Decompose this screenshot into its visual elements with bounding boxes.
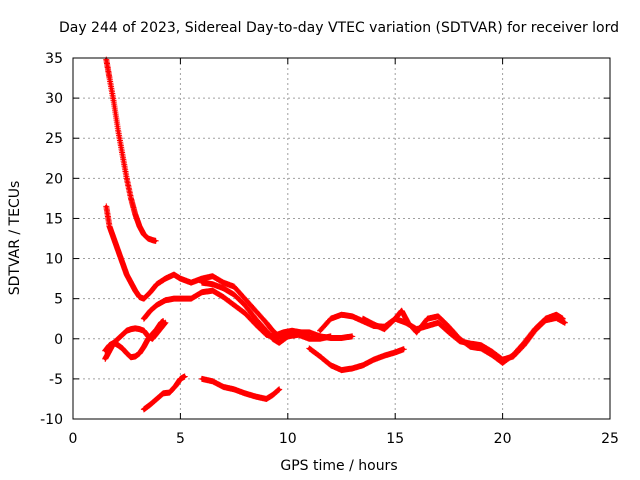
series-track-k (359, 307, 566, 366)
y-axis-label: SDTVAR / TECUs (7, 181, 23, 296)
x-tick-label: 15 (386, 431, 404, 447)
data-trace (104, 58, 158, 243)
y-tick-label: 0 (54, 332, 63, 348)
data-layer (102, 56, 568, 413)
series-track-a (103, 56, 159, 244)
data-trace (307, 346, 406, 372)
series-track-g (140, 373, 188, 413)
data-point-markers (103, 203, 313, 338)
chart-title: Day 244 of 2023, Sidereal Day-to-day VTE… (59, 20, 619, 36)
y-tick-label: 20 (45, 171, 63, 187)
y-tick-label: -10 (40, 412, 63, 428)
x-axis-label: GPS time / hours (280, 458, 397, 474)
series-track-f (198, 279, 334, 346)
series-track-e (140, 287, 356, 341)
data-trace (200, 377, 281, 401)
data-trace (200, 281, 333, 345)
data-trace (142, 374, 187, 411)
y-tick-label: 25 (45, 131, 63, 147)
axis-ticks: 0 5 10 15 20 25 -10 -5 0 5 10 15 20 25 30 35 (40, 51, 619, 447)
x-tick-label: 10 (279, 431, 297, 447)
y-tick-label: 5 (54, 292, 63, 308)
x-tick-label: 0 (69, 431, 78, 447)
y-tick-label: 35 (45, 51, 63, 67)
y-tick-label: 30 (45, 91, 63, 107)
y-tick-label: 15 (45, 211, 63, 227)
x-tick-label: 5 (176, 431, 185, 447)
x-tick-label: 20 (494, 431, 512, 447)
data-trace (142, 289, 354, 340)
series-track-d (102, 318, 167, 361)
series-track-h (198, 375, 283, 402)
data-trace (104, 204, 311, 337)
y-tick-label: 10 (45, 252, 63, 268)
data-trace (103, 319, 165, 359)
data-trace (361, 309, 565, 365)
data-point-markers (359, 307, 566, 366)
series-track-i (306, 345, 407, 374)
series-track-b (103, 203, 313, 338)
y-tick-label: -5 (49, 372, 63, 388)
plot-frame (72, 57, 611, 420)
x-tick-label: 25 (601, 431, 619, 447)
